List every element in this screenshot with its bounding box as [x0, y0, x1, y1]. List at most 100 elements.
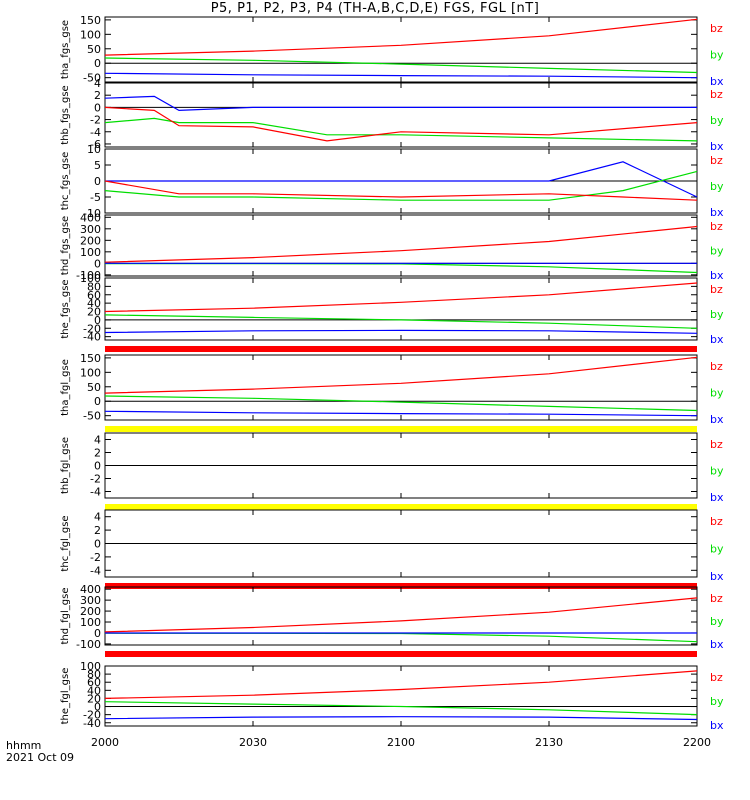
y-tick-label: 50	[87, 43, 101, 56]
legend-bz: bz	[710, 22, 723, 35]
y-tick-label: 0	[94, 627, 101, 640]
y-tick-label: 80	[87, 280, 101, 293]
y-tick-label: 0	[94, 395, 101, 408]
y-tick-label: -100	[76, 269, 101, 282]
y-tick-label: 40	[87, 297, 101, 310]
legend-by: by	[710, 245, 724, 258]
legend-by: by	[710, 49, 724, 62]
series-line-bz	[104, 225, 698, 263]
y-tick-label: 60	[87, 676, 101, 689]
y-axis-label: thd_fgs_gse	[60, 216, 71, 275]
series-line-by	[104, 117, 698, 142]
y-tick-label: 0	[94, 701, 101, 714]
y-tick-label: 400	[80, 211, 101, 224]
series-line-bx	[104, 410, 698, 417]
status-bar-red	[105, 583, 697, 589]
y-tick-label: 100	[80, 366, 101, 379]
y-tick-label: 2	[94, 524, 101, 537]
y-tick-label: 20	[87, 692, 101, 705]
legend-bz: bz	[710, 671, 723, 684]
legend-by: by	[710, 114, 724, 127]
legend-by: by	[710, 543, 724, 556]
status-bar-yellow	[105, 426, 697, 432]
legend-by: by	[710, 695, 724, 708]
series-line-bz	[104, 670, 698, 699]
legend-by: by	[710, 465, 724, 478]
x-axis-date: 2021 Oct 09	[6, 751, 74, 764]
legend-bz: bz	[710, 154, 723, 167]
legend-bz: bz	[710, 88, 723, 101]
legend-bx: bx	[710, 638, 724, 651]
panel-frame	[104, 82, 698, 148]
panel-frame	[104, 214, 698, 277]
y-tick-label: 400	[80, 583, 101, 596]
series-line-bx	[104, 716, 698, 721]
legend-bz: bz	[710, 515, 723, 528]
series-line-by	[104, 170, 698, 201]
legend-bz: bz	[710, 592, 723, 605]
y-tick-label: 50	[87, 381, 101, 394]
chart-title: P5, P1, P2, P3, P4 (TH-A,B,C,D,E) FGS, F…	[210, 1, 540, 16]
legend-by: by	[710, 387, 724, 400]
y-axis-label: tha_fgs_gse	[60, 20, 71, 79]
y-axis-label: the_fgs_gse	[60, 279, 71, 338]
y-tick-label: 80	[87, 668, 101, 681]
x-tick-label: 2100	[387, 736, 415, 749]
series-line-bz	[104, 180, 698, 201]
y-tick-label: 150	[80, 14, 101, 27]
legend-bx: bx	[710, 491, 724, 504]
y-axis-label: thc_fgl_gse	[60, 515, 71, 571]
x-tick-label: 2200	[683, 736, 711, 749]
legend-bx: bx	[710, 413, 724, 426]
y-axis-label: thb_fgs_gse	[60, 85, 71, 144]
legend-bz: bz	[710, 360, 723, 373]
y-tick-label: 0	[94, 314, 101, 327]
x-tick-label: 2000	[91, 736, 119, 749]
legend-bz: bz	[710, 283, 723, 296]
y-tick-label: 2	[94, 89, 101, 102]
legend-bx: bx	[710, 333, 724, 346]
y-tick-label: 100	[80, 246, 101, 259]
series-line-bx	[104, 72, 698, 79]
legend-bz: bz	[710, 220, 723, 233]
y-tick-label: -50	[83, 72, 101, 85]
status-bar-yellow	[105, 504, 697, 510]
legend-bx: bx	[710, 570, 724, 583]
y-tick-label: 150	[80, 352, 101, 365]
panel-frame	[104, 354, 698, 421]
series-line-bz	[104, 18, 698, 56]
legend-bx: bx	[710, 719, 724, 732]
y-tick-label: -6	[90, 138, 101, 151]
legend-by: by	[710, 615, 724, 628]
y-axis-label: thc_fgs_gse	[60, 152, 71, 211]
y-tick-label: 60	[87, 289, 101, 302]
y-tick-label: 300	[80, 223, 101, 236]
y-axis-label: tha_fgl_gse	[60, 359, 71, 416]
x-tick-label: 2130	[535, 736, 563, 749]
series-line-bz	[104, 106, 698, 142]
panel-frame	[104, 586, 698, 646]
y-tick-label: 0	[94, 460, 101, 473]
y-tick-label: 100	[80, 616, 101, 629]
y-tick-label: -2	[90, 551, 101, 564]
legend-bz: bz	[710, 438, 723, 451]
y-tick-label: 100	[80, 660, 101, 673]
y-tick-label: 2	[94, 447, 101, 460]
y-tick-label: 10	[87, 143, 101, 156]
series-line-by	[104, 701, 698, 716]
y-tick-label: 0	[94, 175, 101, 188]
status-bar-red	[105, 651, 697, 657]
y-tick-label: -40	[83, 717, 101, 730]
series-line-bz	[104, 597, 698, 633]
legend-bx: bx	[710, 269, 724, 282]
y-tick-label: 4	[94, 434, 101, 447]
y-tick-label: 4	[94, 511, 101, 524]
y-tick-label: 0	[94, 257, 101, 270]
y-tick-label: 100	[80, 272, 101, 285]
series-line-bx	[104, 329, 698, 334]
legend-bx: bx	[710, 206, 724, 219]
y-tick-label: -100	[76, 638, 101, 651]
series-line-bz	[104, 356, 698, 394]
y-tick-label: 0	[94, 57, 101, 70]
